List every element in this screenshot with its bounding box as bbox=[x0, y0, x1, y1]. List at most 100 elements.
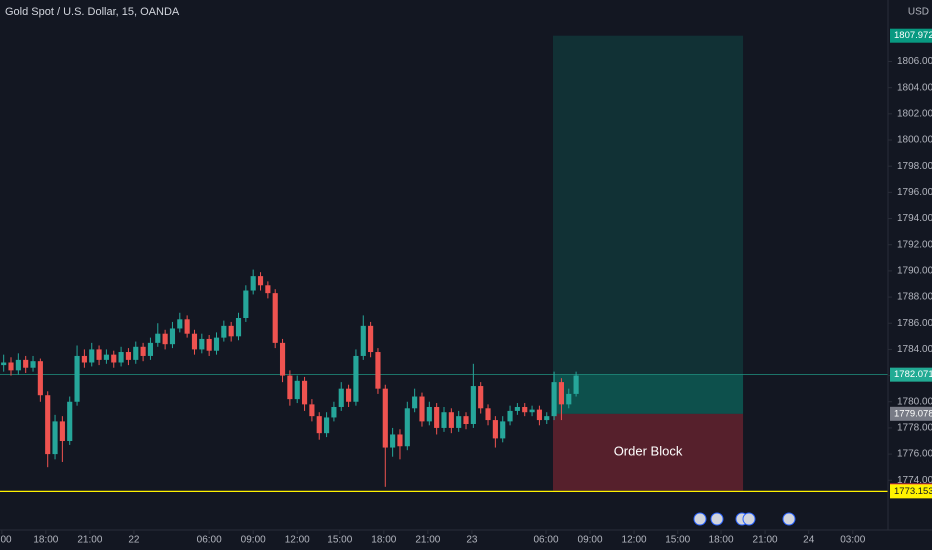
event-icons bbox=[693, 512, 796, 526]
currency-unit: USD bbox=[908, 7, 929, 18]
level-label: 1779.078 bbox=[894, 408, 932, 419]
candle-body bbox=[536, 409, 542, 421]
candle-body bbox=[529, 409, 535, 413]
candle-body bbox=[140, 346, 146, 356]
candle-body bbox=[243, 290, 249, 318]
level-tag bbox=[890, 406, 932, 421]
candle-body bbox=[441, 412, 447, 428]
x-tick-label: 22 bbox=[128, 535, 140, 546]
candle-body bbox=[147, 342, 154, 356]
candle-body bbox=[566, 393, 572, 405]
candle-body bbox=[514, 406, 520, 411]
candle-body bbox=[316, 416, 322, 434]
candle-body bbox=[390, 434, 396, 448]
x-tick-label: 12:00 bbox=[622, 535, 647, 546]
candle-body bbox=[206, 338, 212, 351]
drawings: Order Block bbox=[0, 35, 888, 492]
y-tick-label: 1784.000 bbox=[897, 344, 932, 355]
candle-body bbox=[52, 421, 58, 455]
x-tick-label: 15:00 bbox=[327, 535, 352, 546]
y-tick-label: 1806.000 bbox=[897, 56, 932, 67]
chart-title: Gold Spot / U.S. Dollar, 15, OANDA bbox=[5, 6, 180, 18]
candle-body bbox=[368, 325, 374, 353]
candle-body bbox=[492, 420, 498, 439]
x-tick-label: 6:00 bbox=[0, 535, 12, 546]
candle-body bbox=[45, 395, 51, 455]
candle-body bbox=[81, 355, 87, 363]
candle-body bbox=[1, 362, 7, 366]
candle-body bbox=[294, 380, 300, 400]
candle-body bbox=[89, 349, 95, 363]
level-tag bbox=[890, 484, 932, 499]
candle-body bbox=[221, 325, 227, 338]
x-tick-label: 21:00 bbox=[753, 535, 778, 546]
candle-body bbox=[463, 416, 469, 424]
y-tick-label: 1780.000 bbox=[897, 396, 932, 407]
y-tick-label: 1778.000 bbox=[897, 423, 932, 434]
y-tick-label: 1786.000 bbox=[897, 318, 932, 329]
candle-body bbox=[191, 333, 198, 350]
candle-body bbox=[15, 359, 21, 371]
candle-body bbox=[96, 349, 102, 360]
candle-body bbox=[59, 421, 65, 442]
level-tag bbox=[890, 367, 932, 382]
candle-body bbox=[426, 406, 432, 422]
candle-body bbox=[162, 333, 168, 345]
candle-body bbox=[213, 337, 220, 351]
candle-body bbox=[250, 276, 256, 291]
candle-body bbox=[155, 333, 161, 343]
x-tick-label: 03:00 bbox=[840, 535, 865, 546]
candle-body bbox=[199, 338, 205, 350]
candle-body bbox=[279, 342, 286, 376]
candle-body bbox=[169, 328, 176, 345]
profit-fill bbox=[552, 374, 744, 414]
level-label: 1773.153 bbox=[894, 486, 932, 497]
candle-body bbox=[404, 408, 410, 447]
y-tick-label: 1798.000 bbox=[897, 161, 932, 172]
x-tick-label: 21:00 bbox=[77, 535, 102, 546]
candle-body bbox=[448, 412, 454, 428]
y-tick-label: 1804.000 bbox=[897, 82, 932, 93]
candle-body bbox=[551, 382, 557, 417]
stop-zone bbox=[552, 413, 744, 491]
candle-body bbox=[184, 319, 190, 334]
x-tick-label: 15:00 bbox=[665, 535, 690, 546]
candle-body bbox=[177, 319, 183, 329]
candle-body bbox=[287, 375, 293, 400]
y-tick-label: 1800.000 bbox=[897, 135, 932, 146]
candle-body bbox=[353, 355, 359, 402]
x-tick-label: 09:00 bbox=[578, 535, 603, 546]
candle-body bbox=[23, 359, 29, 368]
candle-body bbox=[338, 388, 344, 407]
candle-body bbox=[331, 406, 337, 418]
y-tick-label: 1796.000 bbox=[897, 187, 932, 198]
candle-body bbox=[30, 361, 36, 368]
candle-body bbox=[485, 408, 491, 421]
candle-body bbox=[397, 434, 403, 447]
candle-body bbox=[265, 285, 271, 294]
candle-body bbox=[257, 276, 264, 286]
candle-body bbox=[412, 396, 418, 409]
x-tick-label: 12:00 bbox=[285, 535, 310, 546]
candle-body bbox=[434, 406, 440, 428]
candle-body bbox=[301, 380, 308, 405]
candle-body bbox=[419, 396, 425, 422]
candle-body bbox=[375, 352, 381, 389]
y-tick-label: 1792.000 bbox=[897, 239, 932, 250]
x-tick-label: 23 bbox=[466, 535, 478, 546]
x-tick-label: 18:00 bbox=[709, 535, 734, 546]
candle-body bbox=[573, 375, 579, 394]
x-tick-label: 24 bbox=[803, 535, 815, 546]
candle-body bbox=[382, 388, 388, 448]
x-tick-label: 06:00 bbox=[197, 535, 222, 546]
candle-body bbox=[8, 362, 14, 371]
candle-body bbox=[67, 401, 73, 442]
candle-body bbox=[133, 346, 139, 360]
candle-body bbox=[125, 352, 131, 360]
x-tick-label: 21:00 bbox=[415, 535, 440, 546]
position-label: Order Block bbox=[614, 444, 683, 459]
candle-body bbox=[103, 354, 109, 360]
